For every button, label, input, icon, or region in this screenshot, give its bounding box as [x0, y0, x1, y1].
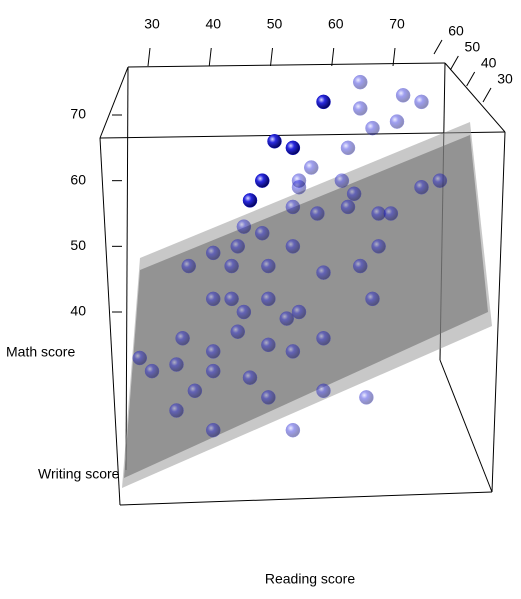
point — [285, 140, 301, 156]
x-tick-label: 60 — [328, 16, 344, 32]
y-tick-label: 40 — [70, 303, 86, 319]
point — [224, 258, 239, 274]
point — [359, 390, 374, 405]
point — [414, 94, 429, 110]
x-tick-label: 40 — [205, 16, 221, 32]
point — [255, 225, 270, 241]
point — [365, 291, 380, 307]
point — [316, 331, 331, 346]
z-tick-label: 50 — [465, 39, 481, 55]
point — [346, 186, 362, 202]
point — [236, 219, 252, 234]
z-tick — [433, 39, 443, 55]
x-axis-label: Reading score — [265, 571, 355, 587]
point — [175, 331, 190, 346]
y-tick-label: 70 — [70, 106, 86, 122]
x-tick — [270, 47, 273, 67]
point — [230, 239, 245, 254]
point — [132, 350, 147, 366]
points — [132, 74, 448, 438]
point — [340, 199, 356, 215]
point — [255, 173, 270, 188]
point — [144, 363, 160, 379]
z-tick — [466, 71, 476, 87]
point — [395, 88, 411, 103]
x-tick-label: 70 — [389, 16, 405, 32]
point — [304, 160, 319, 175]
point — [261, 390, 276, 405]
point — [242, 193, 258, 208]
point — [267, 134, 282, 149]
point — [230, 324, 245, 339]
point — [353, 101, 368, 116]
point — [206, 245, 221, 261]
point — [285, 422, 301, 438]
x-tick — [208, 47, 212, 67]
x-tick-label: 50 — [267, 16, 283, 32]
point — [169, 403, 184, 418]
y-tick-label: 50 — [70, 237, 86, 253]
point — [371, 239, 386, 254]
point — [334, 173, 350, 188]
point — [414, 179, 429, 195]
point — [206, 291, 221, 307]
point — [383, 206, 399, 221]
z-tick-label: 60 — [448, 23, 464, 39]
z-tick — [482, 87, 492, 103]
z-axis-label: Writing score — [38, 466, 120, 482]
x-tick — [147, 47, 151, 67]
z-tick — [449, 55, 459, 71]
z-tick-label: 40 — [481, 55, 497, 71]
point — [236, 304, 252, 320]
x-tick — [331, 47, 335, 67]
regression-plane — [124, 135, 488, 478]
point — [206, 363, 221, 379]
point — [285, 199, 301, 215]
point — [365, 120, 380, 136]
point — [187, 383, 203, 399]
point — [206, 344, 221, 359]
point — [310, 206, 325, 221]
point — [261, 258, 276, 274]
x-tick-label: 30 — [144, 16, 160, 32]
point — [261, 337, 276, 353]
point — [432, 173, 448, 188]
point — [371, 206, 386, 221]
point — [206, 422, 221, 438]
point — [389, 114, 405, 129]
z-tick-label: 30 — [497, 71, 513, 87]
point — [353, 258, 368, 274]
point — [353, 74, 368, 90]
point — [316, 94, 331, 110]
point — [285, 344, 301, 359]
point — [316, 265, 331, 280]
point — [340, 140, 356, 156]
y-tick-label: 60 — [70, 171, 86, 187]
x-tick — [392, 47, 396, 67]
point — [279, 311, 294, 326]
point — [291, 304, 307, 320]
point — [285, 239, 301, 254]
y-axis-label: Math score — [6, 344, 75, 360]
point — [242, 370, 258, 385]
point — [181, 258, 196, 274]
point — [224, 291, 239, 307]
point — [291, 173, 307, 188]
point — [261, 291, 276, 307]
point — [316, 383, 331, 399]
point — [169, 357, 184, 372]
